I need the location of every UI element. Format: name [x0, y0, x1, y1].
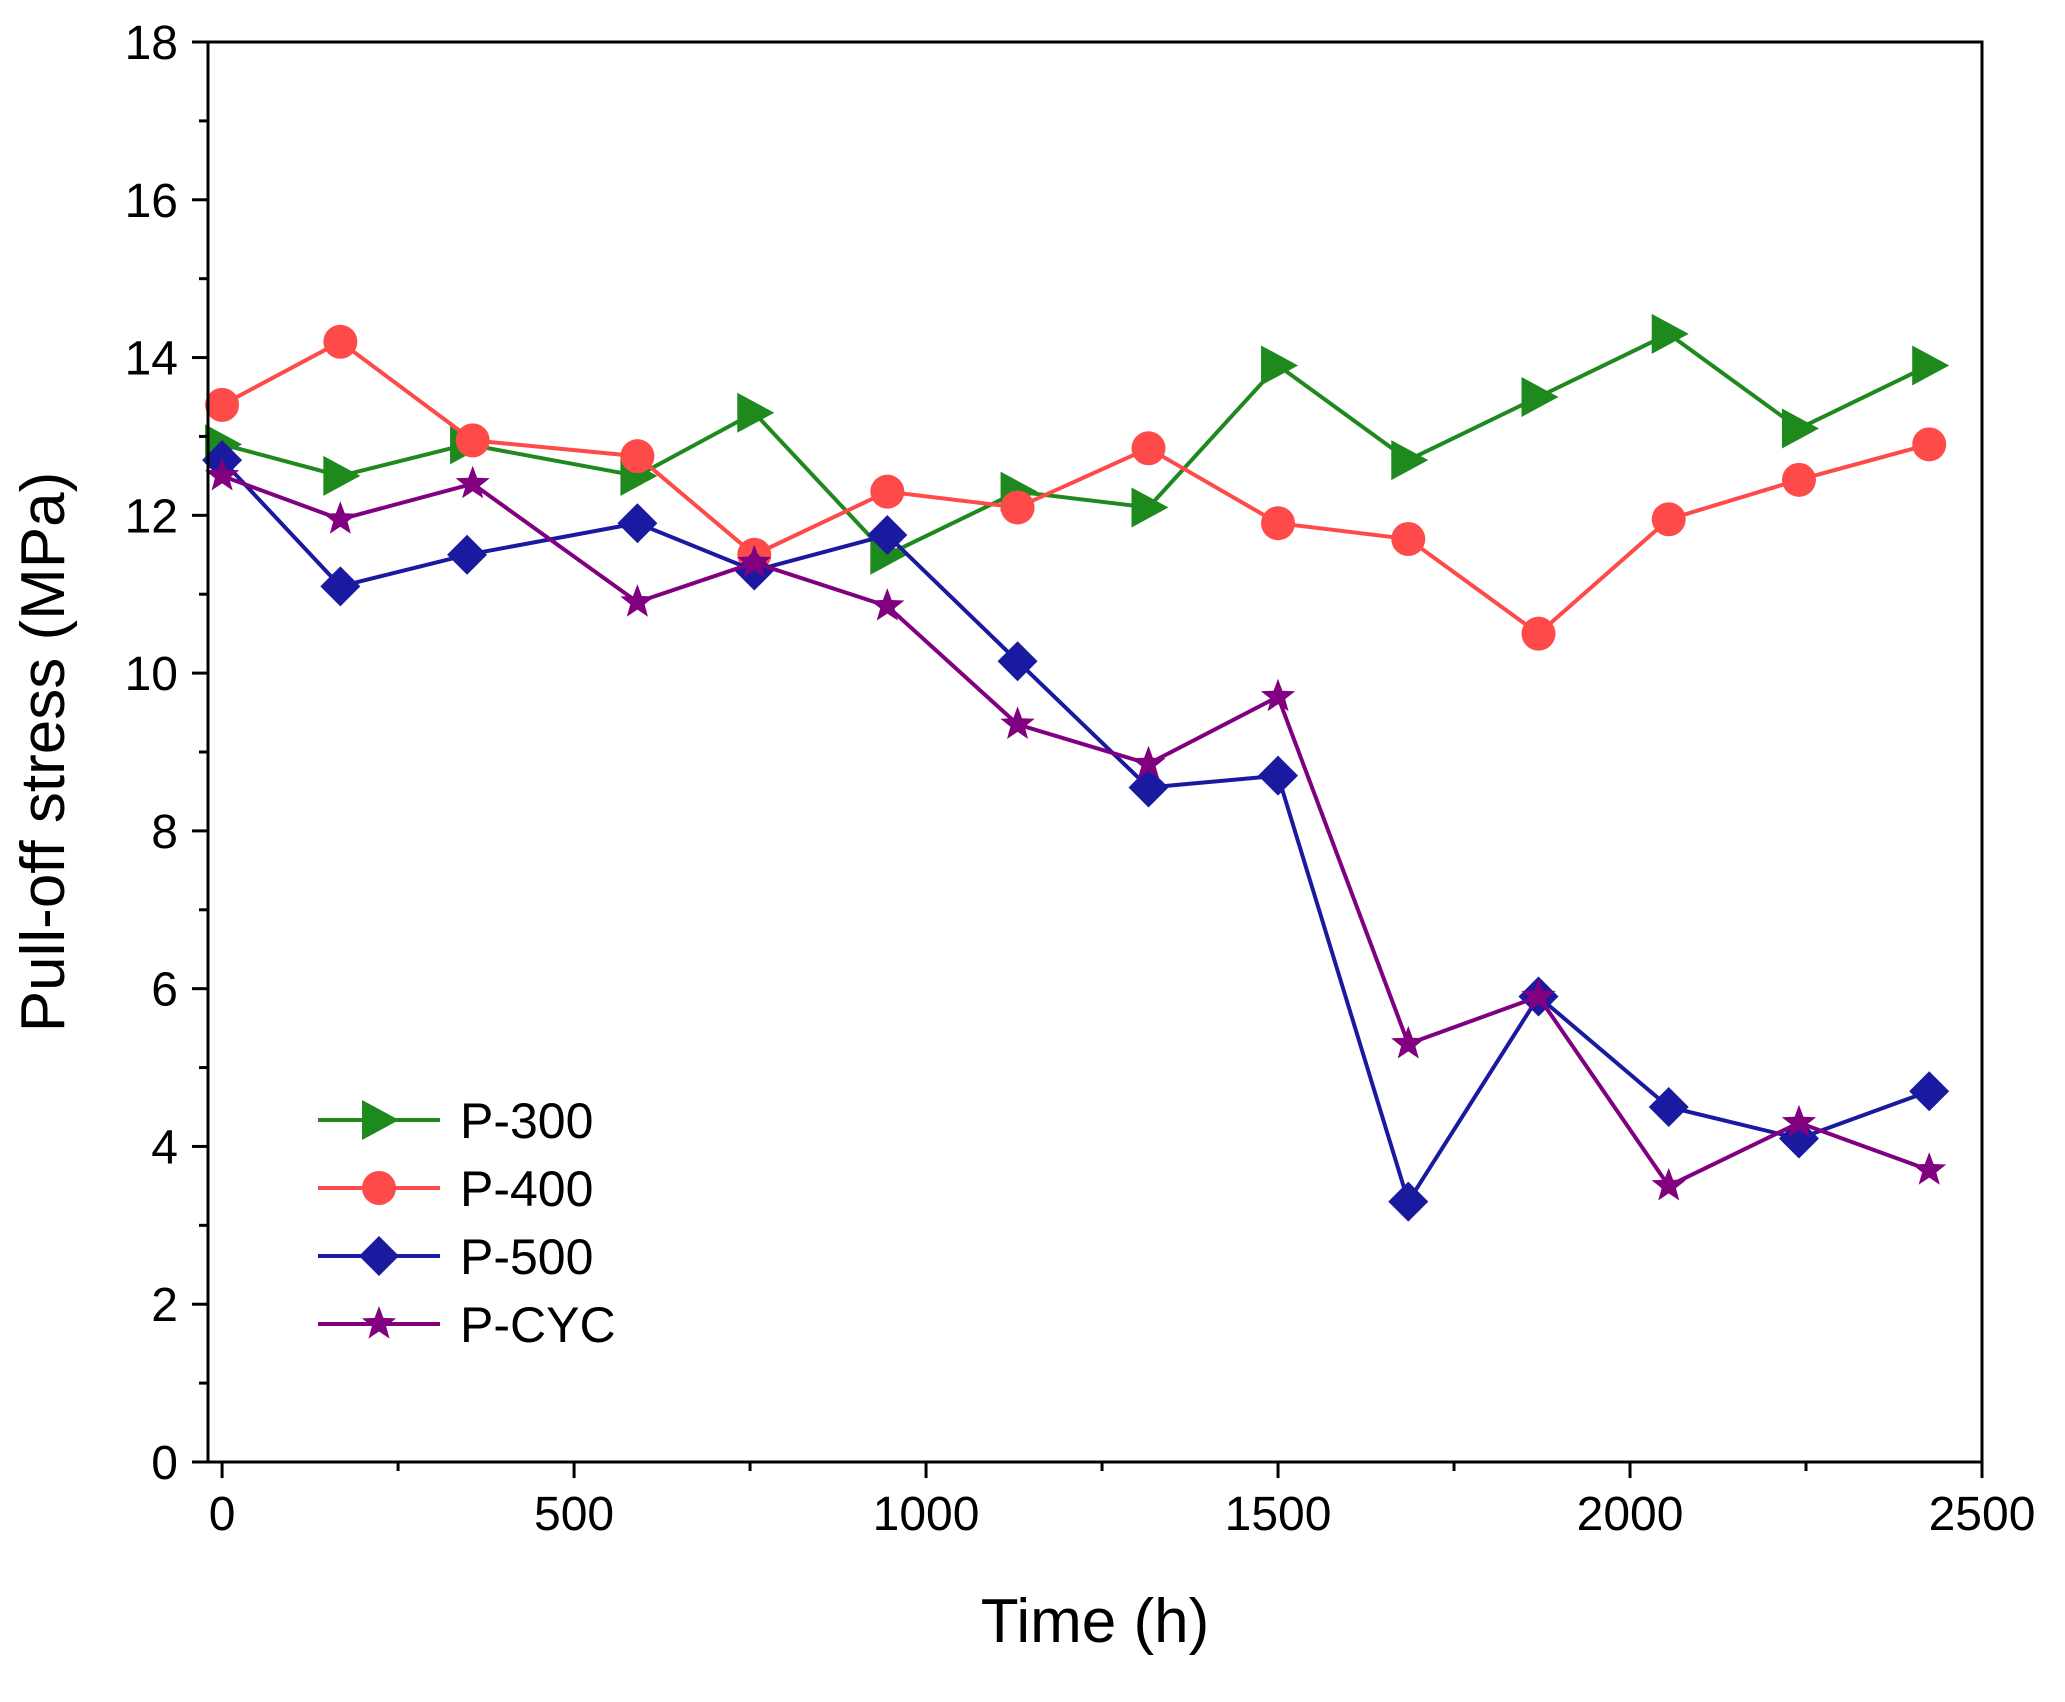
data-point [205, 457, 240, 491]
data-point [1131, 431, 1166, 466]
legend-item: P-400 [318, 1161, 593, 1217]
data-point [455, 465, 490, 499]
data-point [620, 584, 655, 617]
data-point [1648, 1087, 1689, 1127]
x-tick-label: 2500 [1929, 1488, 2036, 1541]
y-tick-label: 18 [125, 17, 178, 70]
plot-area [202, 313, 1950, 1222]
legend-label: P-300 [460, 1093, 593, 1149]
data-point [205, 387, 240, 422]
data-point [617, 503, 658, 544]
series-line [221, 474, 1930, 1188]
data-point [1000, 490, 1035, 525]
data-point [323, 501, 358, 534]
series-line [221, 339, 1930, 636]
data-point [1260, 678, 1296, 712]
data-point [1261, 506, 1296, 541]
legend-marker [361, 1306, 397, 1339]
y-tick-label: 12 [125, 490, 178, 543]
data-point [1651, 502, 1686, 537]
data-point [1651, 1167, 1686, 1201]
legend-label: P-CYC [460, 1297, 616, 1353]
data-point [1651, 313, 1689, 354]
data-point [1131, 745, 1166, 779]
data-point [1388, 1181, 1429, 1222]
y-tick-label: 2 [151, 1279, 178, 1332]
legend-marker [359, 1236, 399, 1276]
data-point [1131, 487, 1169, 528]
data-point [1781, 462, 1816, 497]
data-point [997, 641, 1038, 682]
legend-label: P-500 [460, 1229, 593, 1285]
y-tick-label: 4 [151, 1121, 178, 1174]
data-point [1000, 706, 1035, 739]
legend-label: P-400 [460, 1161, 593, 1217]
series-p-500 [202, 440, 1950, 1222]
y-tick-label: 8 [151, 806, 178, 859]
data-point [1391, 440, 1429, 481]
data-point [1258, 755, 1299, 796]
x-tick-label: 500 [534, 1488, 614, 1541]
axis-ticks: 0 500 1000 1500 2000 2500 0 2 4 6 8 10 12 14 16 18 [125, 17, 2036, 1541]
data-point [1521, 978, 1556, 1012]
y-tick-label: 16 [125, 175, 178, 228]
legend: P-300 P-400 P-500 P-CYC [318, 1093, 616, 1353]
legend-marker [362, 1171, 396, 1205]
data-point [1521, 616, 1556, 651]
y-tick-label: 0 [151, 1437, 178, 1490]
data-point [1912, 345, 1950, 386]
legend-item: P-CYC [318, 1297, 616, 1353]
x-axis-title: Time (h) [981, 1587, 1209, 1656]
data-point [1261, 345, 1299, 386]
data-point [1781, 408, 1819, 449]
data-point [1391, 1025, 1426, 1059]
data-point [447, 534, 488, 575]
data-point [1521, 377, 1559, 417]
data-point [1391, 522, 1426, 556]
data-point [1909, 1071, 1950, 1112]
data-point [870, 588, 905, 621]
y-tick-label: 14 [125, 333, 178, 386]
series-p-cyc [205, 457, 1947, 1201]
data-point [455, 423, 490, 458]
data-point [323, 324, 358, 359]
legend-marker [362, 1100, 399, 1140]
x-tick-label: 2000 [1577, 1488, 1684, 1541]
x-tick-label: 1000 [873, 1488, 980, 1541]
data-point [737, 392, 775, 433]
data-point [320, 566, 361, 607]
data-point [323, 455, 361, 496]
data-point [620, 439, 655, 474]
data-point [870, 474, 905, 509]
x-tick-label: 1500 [1225, 1488, 1332, 1541]
data-point [1912, 1152, 1947, 1185]
series-line [220, 458, 1930, 1204]
data-point [1912, 427, 1947, 462]
data-point [867, 515, 908, 556]
x-tick-label: 0 [209, 1488, 236, 1541]
data-point [737, 544, 772, 578]
y-axis-title: Pull-off stress (MPa) [9, 472, 78, 1032]
data-point [1781, 1104, 1817, 1138]
y-tick-label: 6 [151, 964, 178, 1017]
series-line [221, 331, 1931, 557]
y-tick-label: 10 [125, 648, 178, 701]
series-p-300 [205, 313, 1950, 575]
legend-item: P-300 [318, 1093, 593, 1149]
legend-item: P-500 [318, 1229, 593, 1285]
